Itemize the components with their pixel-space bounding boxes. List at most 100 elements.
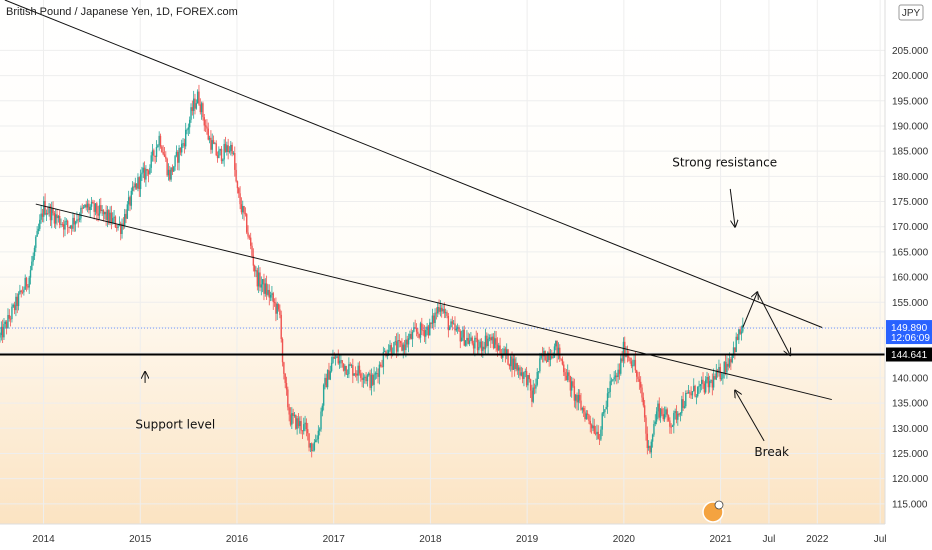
candle-up [460,337,463,342]
candle-up [186,129,188,131]
candle-up [80,207,82,219]
x-tick-label: 2017 [323,534,346,545]
candle-down [93,203,95,212]
candle-down [125,213,127,219]
candle-down [25,277,28,287]
candle-up [190,107,192,120]
candle-up [76,219,78,222]
candle-up [7,315,9,329]
candle-up [137,177,139,189]
candle-up [655,411,658,422]
chart-title: British Pound / Japanese Yen, 1D, FOREX.… [6,6,238,18]
candle-down [100,205,102,212]
candle-down [102,209,105,215]
candle-up [276,303,278,314]
candle-up [151,150,154,156]
candle-up [329,371,331,380]
candle-up [606,393,609,407]
candle-up [104,211,106,215]
candle-up [48,206,50,214]
candle-down [122,223,125,227]
candle-up [557,347,560,356]
candle-up [419,323,422,338]
candle-down [120,223,122,234]
support-level-label[interactable]: Support level [135,417,215,431]
candle-down [105,211,107,220]
candle-down [694,385,696,397]
candle-down [410,333,412,340]
candle-up [167,169,170,176]
candle-down [421,323,423,331]
candle-down [203,117,205,126]
candle-down [251,245,253,256]
candle-down [234,152,236,170]
candle-up [31,261,33,271]
candle-down [163,154,166,157]
lower-trendline[interactable] [35,203,832,401]
candle-up [334,357,337,359]
candle-down [272,293,274,302]
candle-up [665,409,667,415]
indicator-badge[interactable] [702,500,724,523]
x-tick-label: 2015 [129,534,152,545]
candle-down [582,408,585,412]
projection-up-arrow[interactable] [742,292,758,328]
candle-down [529,379,532,391]
candle-up [303,424,305,432]
candle-up [654,421,656,425]
candle-up [316,439,318,441]
candle-up [89,206,91,211]
candle-up [614,375,617,378]
candle-down [292,413,294,416]
y-tick-label: 205.000 [892,46,929,57]
candle-down [638,379,641,382]
candle-down [702,379,704,384]
candle-down [165,156,167,159]
strong-resistance-label[interactable]: Strong resistance [672,155,777,169]
candle-down [311,443,313,451]
candle-up [470,337,472,341]
candle-down [666,409,668,416]
candle-down [328,369,330,380]
candle-up [609,381,611,392]
y-tick-label: 140.000 [892,373,929,384]
projection-down-arrow[interactable] [756,291,790,355]
candle-down [598,438,601,440]
candle-down [256,270,259,287]
candle-down [235,169,237,182]
price-axis[interactable]: 115.000 120.000 125.000 130.000 135.000 140.0… [886,46,932,510]
candle-up [695,396,698,398]
y-tick-label: 130.000 [892,424,929,435]
candle-down [504,348,507,355]
candle-up [693,385,695,392]
candle-up [697,386,699,397]
x-tick-label: 2014 [32,534,55,545]
y-tick-label: 125.000 [892,449,929,460]
candle-up [131,186,134,191]
resistance-arrow[interactable] [729,188,735,227]
candle-up [740,331,743,334]
candle-up [192,98,195,111]
candle-up [188,119,191,128]
candle-down [584,411,586,420]
break-label[interactable]: Break [754,445,789,459]
candle-down [62,224,65,230]
candle-up [517,367,520,371]
upper-resistance-line[interactable] [4,0,823,328]
time-axis[interactable]: 2014 2015 2016 2017 2018 2019 2020 2021 Jul 2022 J… [32,534,886,545]
candle-down [521,372,524,379]
candle-up [520,372,523,376]
candle-up [738,329,740,340]
candle-up [442,309,444,312]
candle-down [215,143,217,156]
candle-up [383,351,386,353]
candle-down [545,360,548,362]
candle-up [28,277,30,288]
candle-up [431,315,434,325]
candle-up [64,221,66,230]
candle-down [492,336,495,349]
break-arrow[interactable] [735,390,765,442]
currency-badge[interactable]: JPY [898,4,924,21]
candle-down [263,279,265,294]
